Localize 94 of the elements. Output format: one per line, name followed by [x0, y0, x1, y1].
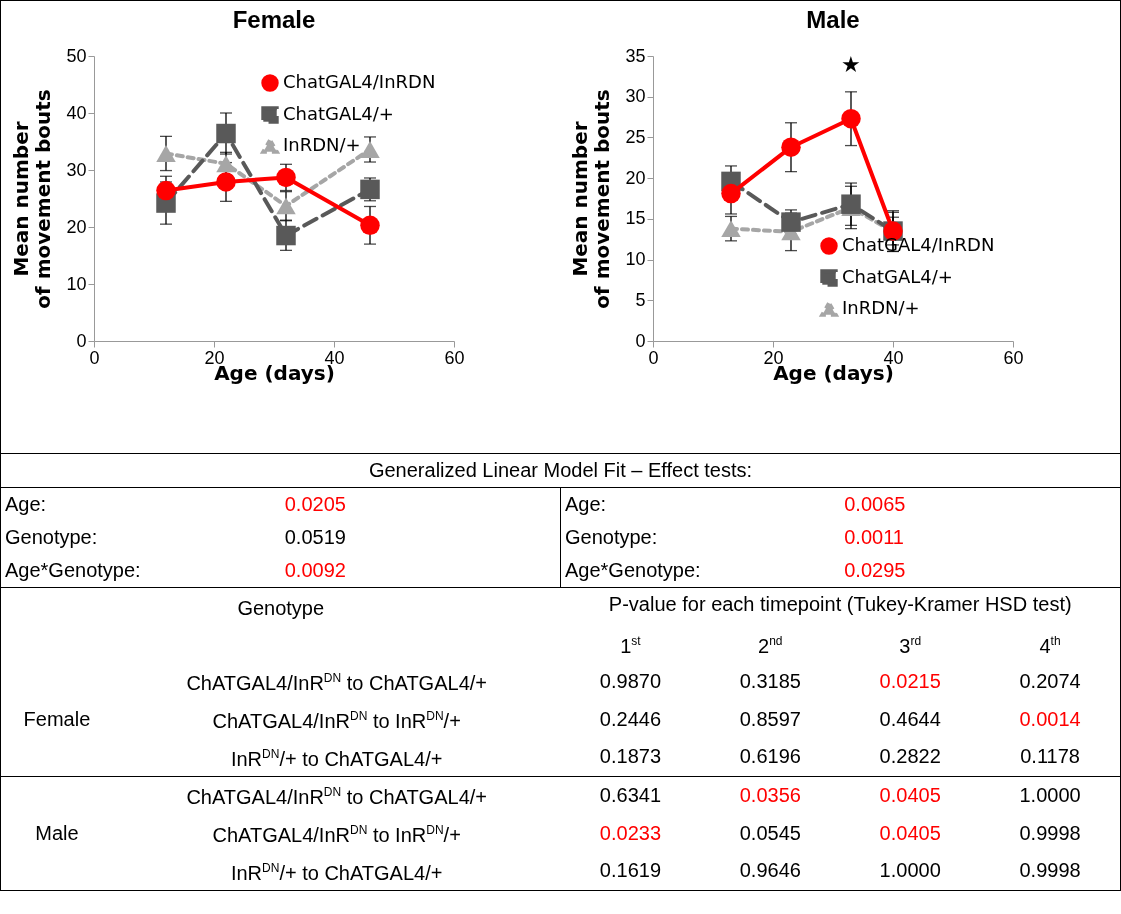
text: 0.0065: [844, 493, 906, 515]
text: 0.9646: [739, 859, 801, 882]
y-tick-label: 0: [635, 330, 646, 351]
text: Age:: [565, 493, 607, 515]
text: 0.8597: [739, 707, 801, 730]
chart-title: Female: [232, 6, 316, 33]
text: 1.0000: [1019, 783, 1081, 806]
text: ChATGAL4/InR$^{DN}$ to InR$^{DN}$/+: [212, 823, 461, 846]
text: Genotype: [237, 597, 325, 619]
point: [276, 225, 296, 246]
y-tick-label: 10: [66, 273, 87, 294]
y-tick-label: 15: [625, 208, 646, 229]
text: ChATGAL4/InR$^{DN}$ to InR$^{DN}$/+: [212, 709, 461, 732]
text: 1.0000: [879, 859, 941, 882]
text: 4$^{th}$: [1039, 634, 1061, 657]
text: 0.0405: [879, 821, 941, 844]
x-tick-label: 60: [444, 347, 465, 368]
text: 0.1619: [599, 859, 661, 882]
y-tick-label: 25: [625, 126, 646, 147]
y-tick-label: 10: [625, 249, 646, 270]
text: 0.9998: [1019, 859, 1081, 882]
text: 0.0233: [599, 821, 661, 844]
text: Genotype:: [565, 526, 658, 548]
text: 0.9870: [599, 669, 661, 692]
text: 0.0205: [284, 493, 346, 515]
text: 0.0519: [284, 526, 346, 548]
text: Male: [35, 821, 79, 844]
text: Generalized Linear Model Fit – Effect tests:: [1, 454, 1120, 488]
text: 0.4644: [879, 707, 941, 730]
y-tick-label: 5: [635, 289, 646, 310]
text: 0.0011: [844, 526, 904, 548]
text: InR$^{DN}$/+ to ChATGAL4/+: [230, 746, 443, 770]
point: [276, 167, 296, 188]
y-tick-label: 30: [625, 86, 646, 107]
text: Genotype:: [5, 526, 98, 548]
text: ChATGAL4/InR$^{DN}$ to ChATGAL4/+: [186, 785, 487, 809]
text: P-value for each timepoint (Tukey-Kramer HSD test): [608, 593, 1072, 615]
legend-label: InRDN/+: [283, 134, 361, 155]
text: 0.0405: [879, 783, 941, 806]
point: [360, 215, 380, 236]
point: [216, 172, 236, 192]
legend-label: ChatGAL4/+: [283, 103, 394, 124]
text: Age*Genotype:: [565, 559, 701, 581]
y-axis-title: Mean number of movement bouts: [9, 89, 56, 309]
text: 0.0014: [1019, 707, 1081, 730]
point: [216, 123, 236, 144]
point: [156, 180, 176, 201]
text: 0.0545: [739, 821, 801, 844]
point: [781, 137, 801, 157]
y-tick-label: 20: [625, 167, 646, 188]
legend-label: ChatGAL4/+: [842, 266, 953, 287]
y-tick-label: 20: [66, 216, 87, 237]
y-axis-title: Mean number of movement bouts: [568, 89, 615, 309]
chart-title: Male: [806, 6, 860, 33]
point: [721, 220, 741, 238]
point: [360, 141, 380, 158]
point: [156, 145, 176, 162]
text: 1$^{st}$: [620, 634, 641, 657]
text: 0.1178: [1020, 745, 1080, 768]
x-tick-label: 0: [89, 347, 100, 368]
text: Age:: [5, 493, 47, 515]
y-tick-label: 30: [66, 159, 87, 180]
text: 0.6196: [739, 745, 801, 768]
point: [721, 183, 741, 204]
text: 0.0295: [844, 559, 906, 581]
point: [841, 108, 861, 129]
text: 3$^{rd}$: [899, 634, 922, 657]
point: [216, 155, 236, 173]
point: [276, 197, 296, 215]
y-tick-label: 0: [76, 330, 87, 351]
y-tick-label: 35: [625, 45, 646, 66]
text: Female: [23, 707, 91, 730]
legend-label: InRDN/+: [842, 297, 920, 318]
annotation: ★: [841, 51, 861, 77]
text: 0.0092: [284, 559, 346, 581]
text: Age*Genotype:: [5, 559, 141, 581]
text: 0.0356: [739, 783, 801, 806]
text: 0.3185: [739, 669, 801, 692]
y-tick-label: 50: [66, 45, 87, 66]
text: 0.2446: [599, 707, 661, 730]
x-tick-label: 60: [1003, 347, 1024, 368]
y-tick-label: 40: [66, 102, 87, 123]
text: 0.2822: [879, 745, 941, 768]
point: [841, 194, 861, 214]
x-tick-label: 0: [648, 347, 659, 368]
text: ChATGAL4/InR$^{DN}$ to ChATGAL4/+: [186, 671, 487, 695]
text: 0.6341: [599, 783, 661, 806]
text: 0.1873: [599, 745, 661, 768]
legend-label: ChatGAL4/InRDN: [283, 71, 436, 92]
text: 2$^{nd}$: [758, 634, 783, 657]
text: 0.9998: [1019, 821, 1081, 844]
text: 0.0215: [879, 669, 941, 692]
text: InR$^{DN}$/+ to ChATGAL4/+: [230, 860, 443, 884]
text: 0.2074: [1019, 669, 1081, 692]
